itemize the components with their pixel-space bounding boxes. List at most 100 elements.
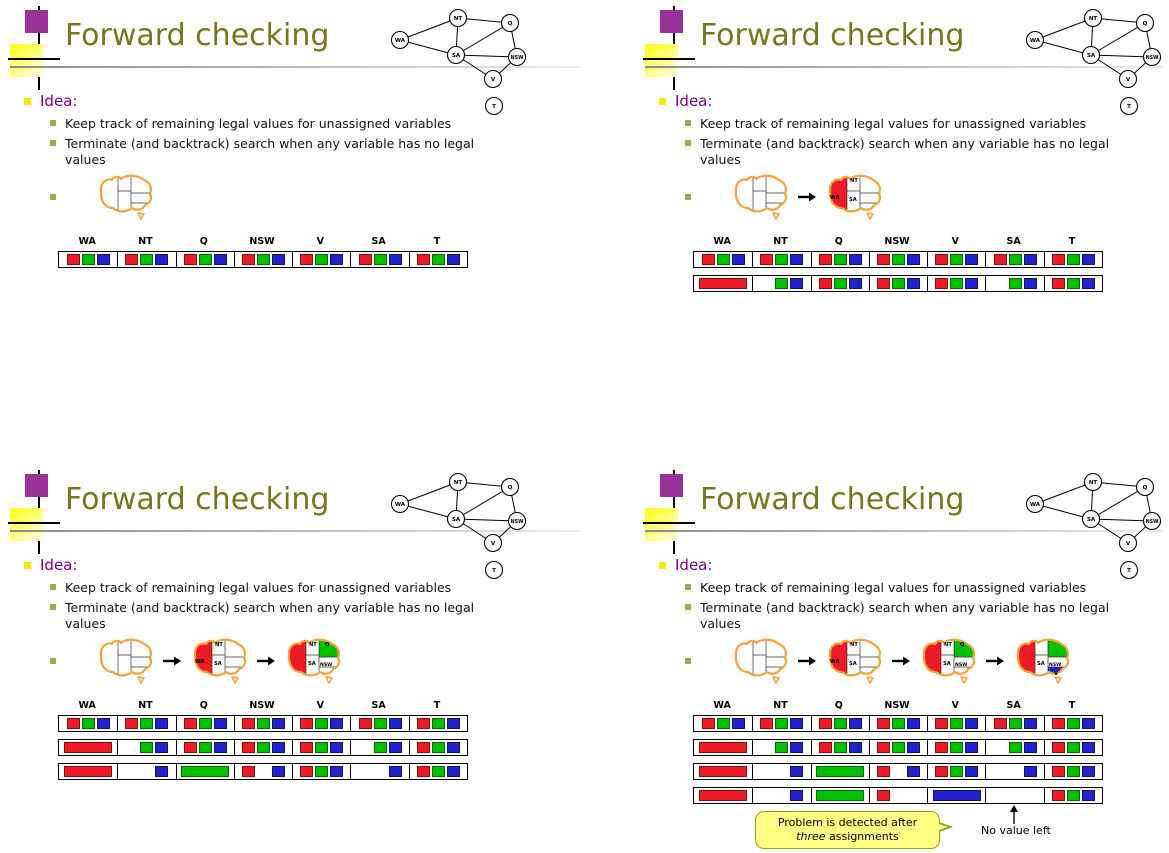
domain-value-square: [701, 718, 715, 729]
domain-value-square: [1008, 278, 1022, 289]
svg-text:NSW: NSW: [320, 662, 332, 668]
bullet-text: Terminate (and backtrack) search when an…: [700, 600, 1110, 631]
decoration-horizontal-line: [8, 58, 60, 60]
graph-node-nsw: [507, 47, 527, 67]
sub-bullet-square-icon: [685, 657, 691, 664]
domain-cell: [694, 252, 752, 267]
domain-value-square: [993, 254, 1007, 265]
domain-value-square: [373, 254, 387, 265]
domain-cell: [350, 716, 408, 731]
bullet-text: Terminate (and backtrack) search when an…: [65, 600, 475, 631]
domain-value-square: [935, 742, 949, 753]
domain-value-square: [431, 718, 445, 729]
empty-slot: [125, 742, 138, 753]
empty-slot: [125, 766, 138, 777]
assigned-value-bar: [699, 278, 748, 289]
domain-cell: [752, 740, 810, 755]
domain-cell: [59, 764, 117, 779]
domain-cell: [927, 252, 985, 267]
empty-slot: [374, 766, 387, 777]
svg-text:SA: SA: [1037, 661, 1045, 667]
domain-cell: [868, 740, 927, 755]
domain-value-square: [790, 278, 804, 289]
svg-text:NSW: NSW: [1049, 662, 1061, 668]
domain-cell: [408, 252, 467, 267]
domain-cell: [810, 740, 869, 755]
domain-value-square: [1008, 742, 1022, 753]
maps-row: [93, 172, 157, 222]
bullet-item: Terminate (and backtrack) search when an…: [50, 136, 508, 167]
domain-value-square: [731, 718, 745, 729]
svg-text:SA: SA: [452, 517, 461, 523]
domain-cell: [175, 252, 234, 267]
bullet-text: Keep track of remaining legal values for…: [65, 580, 452, 595]
domain-value-square: [1081, 718, 1095, 729]
domain-table: [693, 251, 1104, 299]
domain-value-square: [993, 718, 1007, 729]
graph-node-sa: [1081, 45, 1101, 65]
column-header-v: V: [316, 236, 325, 247]
svg-text:V: V: [491, 541, 496, 547]
column-header-nt: NT: [773, 700, 788, 711]
column-header-nsw: NSW: [249, 236, 275, 247]
slide: Forward checking NT Q WA SA NSW V T Idea: Keep…: [643, 6, 1167, 388]
domain-cell: [1043, 788, 1102, 803]
domain-cell: [985, 764, 1043, 779]
svg-text:Q: Q: [325, 642, 330, 648]
domain-cell: [1043, 740, 1102, 755]
domain-cell: [810, 252, 869, 267]
domain-value-square: [300, 742, 314, 753]
idea-label: Idea:: [675, 556, 713, 574]
svg-text:T: T: [1127, 104, 1131, 110]
domain-value-square: [1023, 742, 1037, 753]
domain-cell: [694, 740, 752, 755]
decoration-horizontal-line: [643, 58, 695, 60]
domain-value-square: [431, 766, 445, 777]
domain-cell: [117, 252, 175, 267]
domain-value-square: [1051, 278, 1065, 289]
domain-value-square: [198, 718, 212, 729]
domain-value-square: [446, 766, 460, 777]
domain-value-square: [315, 254, 329, 265]
domain-value-square: [66, 254, 80, 265]
domain-value-square: [388, 742, 402, 753]
domain-value-square: [1023, 766, 1037, 777]
svg-text:V: V: [491, 77, 496, 83]
domain-value-square: [388, 766, 402, 777]
domain-value-square: [760, 718, 774, 729]
domain-value-square: [125, 718, 139, 729]
arrow-right-icon: [798, 192, 816, 202]
assigned-value-bar: [699, 742, 748, 753]
graph-node-nt: [448, 8, 468, 28]
domain-value-square: [965, 766, 979, 777]
graph-node-q: [1135, 13, 1155, 33]
domain-value-square: [760, 254, 774, 265]
domain-value-square: [892, 254, 906, 265]
domain-value-square: [775, 718, 789, 729]
domain-value-square: [300, 766, 314, 777]
graph-node-v: [1118, 69, 1138, 89]
domain-value-square: [1023, 718, 1037, 729]
callout-text-before: Problem is detected after: [777, 816, 918, 829]
bullet-square-icon: [659, 97, 666, 105]
graph-node-t: [1119, 96, 1139, 116]
svg-text:SA: SA: [849, 197, 857, 203]
domain-value-square: [66, 718, 80, 729]
domain-value-square: [775, 254, 789, 265]
bullet-item: Keep track of remaining legal values for…: [50, 580, 508, 595]
australia-map: [734, 174, 788, 220]
column-header-v: V: [951, 236, 960, 247]
decoration-purple-square: [660, 474, 683, 497]
column-header-v: V: [951, 700, 960, 711]
australia-map: [734, 638, 788, 684]
svg-text:WA: WA: [395, 38, 406, 44]
annotations: Problem is detected after three assignme…: [643, 470, 1167, 852]
domain-table: [58, 251, 469, 275]
domain-value-square: [1081, 766, 1095, 777]
bullet-square-icon: [24, 97, 31, 105]
domain-cell: [350, 252, 408, 267]
domain-value-square: [965, 254, 979, 265]
assigned-value-bar: [816, 766, 865, 777]
slide-title: Forward checking: [65, 482, 330, 517]
bullet-text: Terminate (and backtrack) search when an…: [65, 136, 475, 167]
